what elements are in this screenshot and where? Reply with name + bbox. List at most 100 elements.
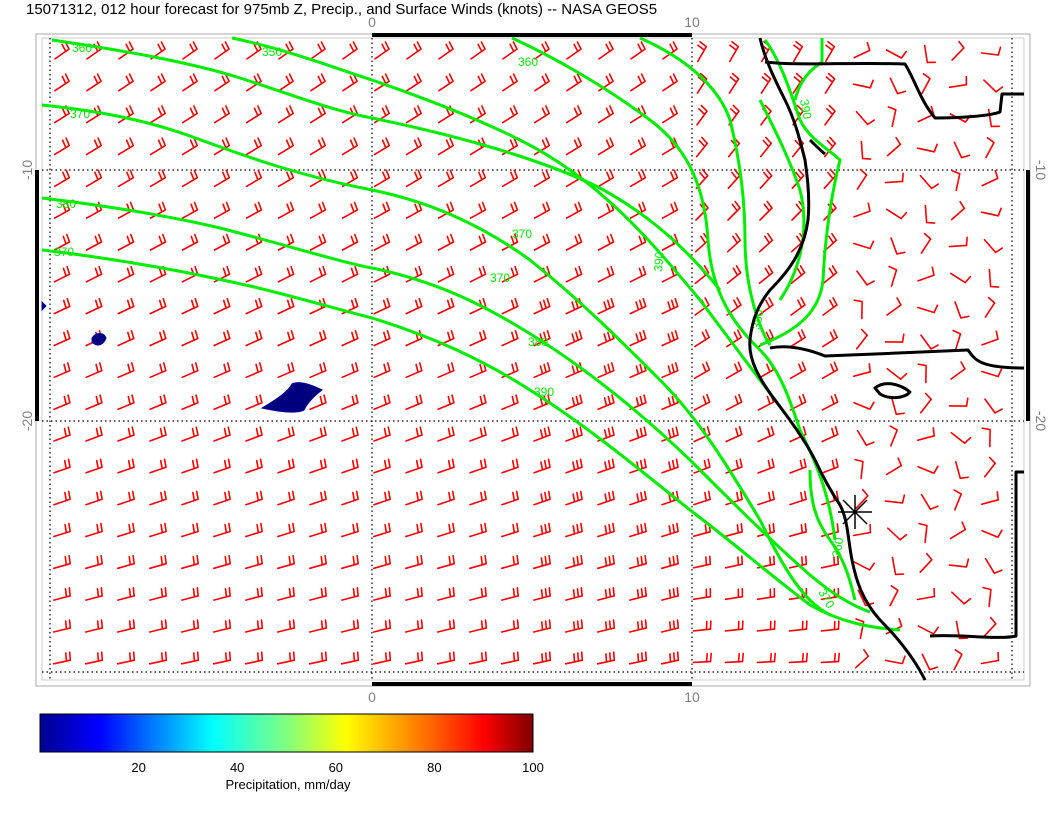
wind-barb	[788, 652, 808, 664]
wind-barb	[853, 41, 871, 59]
wind-barb	[985, 137, 995, 159]
wind-barb	[853, 401, 875, 410]
wind-barb	[181, 394, 199, 410]
wind-barb	[916, 587, 936, 601]
wind-barb	[501, 490, 519, 506]
wind-barb	[853, 240, 875, 250]
wind-barb	[373, 426, 391, 442]
contour-line	[51, 38, 722, 291]
wind-barb	[245, 555, 263, 570]
contour-line	[41, 248, 901, 632]
wind-barb	[597, 233, 615, 251]
contour-line	[41, 196, 871, 614]
contour-line	[793, 38, 824, 101]
wind-barb	[728, 72, 740, 94]
wind-barb	[373, 458, 391, 474]
wind-barb	[438, 41, 454, 60]
grid-lines	[42, 38, 1024, 680]
map-inner-frame	[41, 37, 1025, 681]
contour-label: 390	[651, 251, 667, 272]
wind-barb	[340, 651, 360, 665]
wind-barb	[693, 361, 711, 380]
wind-barb	[277, 362, 295, 379]
wind-barb	[181, 330, 199, 347]
wind-barb	[693, 490, 711, 506]
wind-barb	[245, 522, 263, 538]
wind-barb	[341, 426, 359, 442]
coastline	[748, 37, 1025, 681]
wind-barb	[53, 137, 71, 156]
wind-barb	[341, 201, 359, 219]
wind-barb	[855, 488, 869, 509]
map-title: 15071312, 012 hour forecast for 975mb Z,…	[26, 1, 657, 18]
wind-barb	[277, 201, 295, 219]
wind-barb	[469, 233, 487, 251]
wind-barb	[980, 207, 1002, 217]
wind-barb	[758, 297, 774, 316]
contour-line	[808, 469, 857, 601]
precip-patch	[91, 333, 107, 346]
wind-barb	[662, 73, 678, 92]
contour-line	[41, 103, 831, 617]
wind-barb	[759, 136, 773, 158]
wind-barb	[500, 651, 520, 665]
wind-barb	[564, 651, 584, 665]
wind-barb	[661, 555, 679, 570]
colorbar-tick-label: 60	[329, 760, 343, 775]
wind-barb	[917, 304, 939, 314]
wind-barb	[340, 619, 360, 633]
wind-barb	[373, 362, 391, 379]
wind-barb	[373, 330, 391, 347]
wind-barb	[437, 555, 455, 570]
wind-barb	[309, 522, 327, 538]
wind-barb	[436, 651, 456, 665]
contour-label: 360	[72, 41, 92, 55]
wind-barb	[757, 458, 775, 474]
wind-barb	[661, 522, 679, 538]
wind-barb	[53, 330, 71, 347]
wind-barb	[955, 461, 969, 479]
wind-barb	[245, 587, 263, 601]
wind-barb	[854, 648, 870, 669]
wind-barb	[54, 73, 70, 92]
wind-barb	[661, 587, 679, 601]
wind-barb	[628, 619, 648, 633]
x-tick-top-10: 10	[684, 14, 700, 30]
wind-barb	[661, 458, 679, 474]
wind-barb	[308, 651, 328, 665]
contour-label: 350	[262, 45, 282, 59]
wind-barb	[825, 40, 836, 63]
wind-barb	[245, 201, 263, 219]
wind-barb	[53, 587, 71, 601]
wind-barb	[278, 105, 294, 124]
wind-barb	[372, 651, 392, 665]
wind-barb	[725, 361, 743, 380]
wind-barb	[629, 169, 647, 188]
wind-barb	[53, 233, 71, 251]
wind-barb	[117, 233, 135, 251]
wind-barb	[85, 362, 103, 379]
y-tick-right-m10: -10	[1033, 160, 1049, 180]
wind-barb	[597, 362, 615, 379]
wind-barb	[886, 297, 902, 316]
wind-barb	[85, 458, 103, 474]
wind-barb	[86, 73, 102, 92]
wind-barb	[373, 201, 391, 219]
wind-barb	[309, 233, 327, 251]
wind-barb	[85, 490, 103, 506]
wind-barb	[757, 490, 775, 506]
wind-barb	[920, 392, 932, 414]
wind-barb	[149, 394, 167, 410]
wind-barb	[404, 651, 424, 665]
wind-barb	[116, 651, 136, 665]
wind-barb	[597, 394, 615, 410]
wind-barb	[85, 265, 103, 283]
wind-barb	[373, 297, 391, 315]
wind-barbs	[52, 40, 1004, 671]
wind-barb	[309, 587, 327, 601]
wind-barb	[212, 619, 232, 633]
wind-barb	[727, 200, 741, 221]
wind-barb	[469, 201, 487, 219]
wind-barb	[150, 73, 166, 92]
wind-barb	[308, 619, 328, 633]
